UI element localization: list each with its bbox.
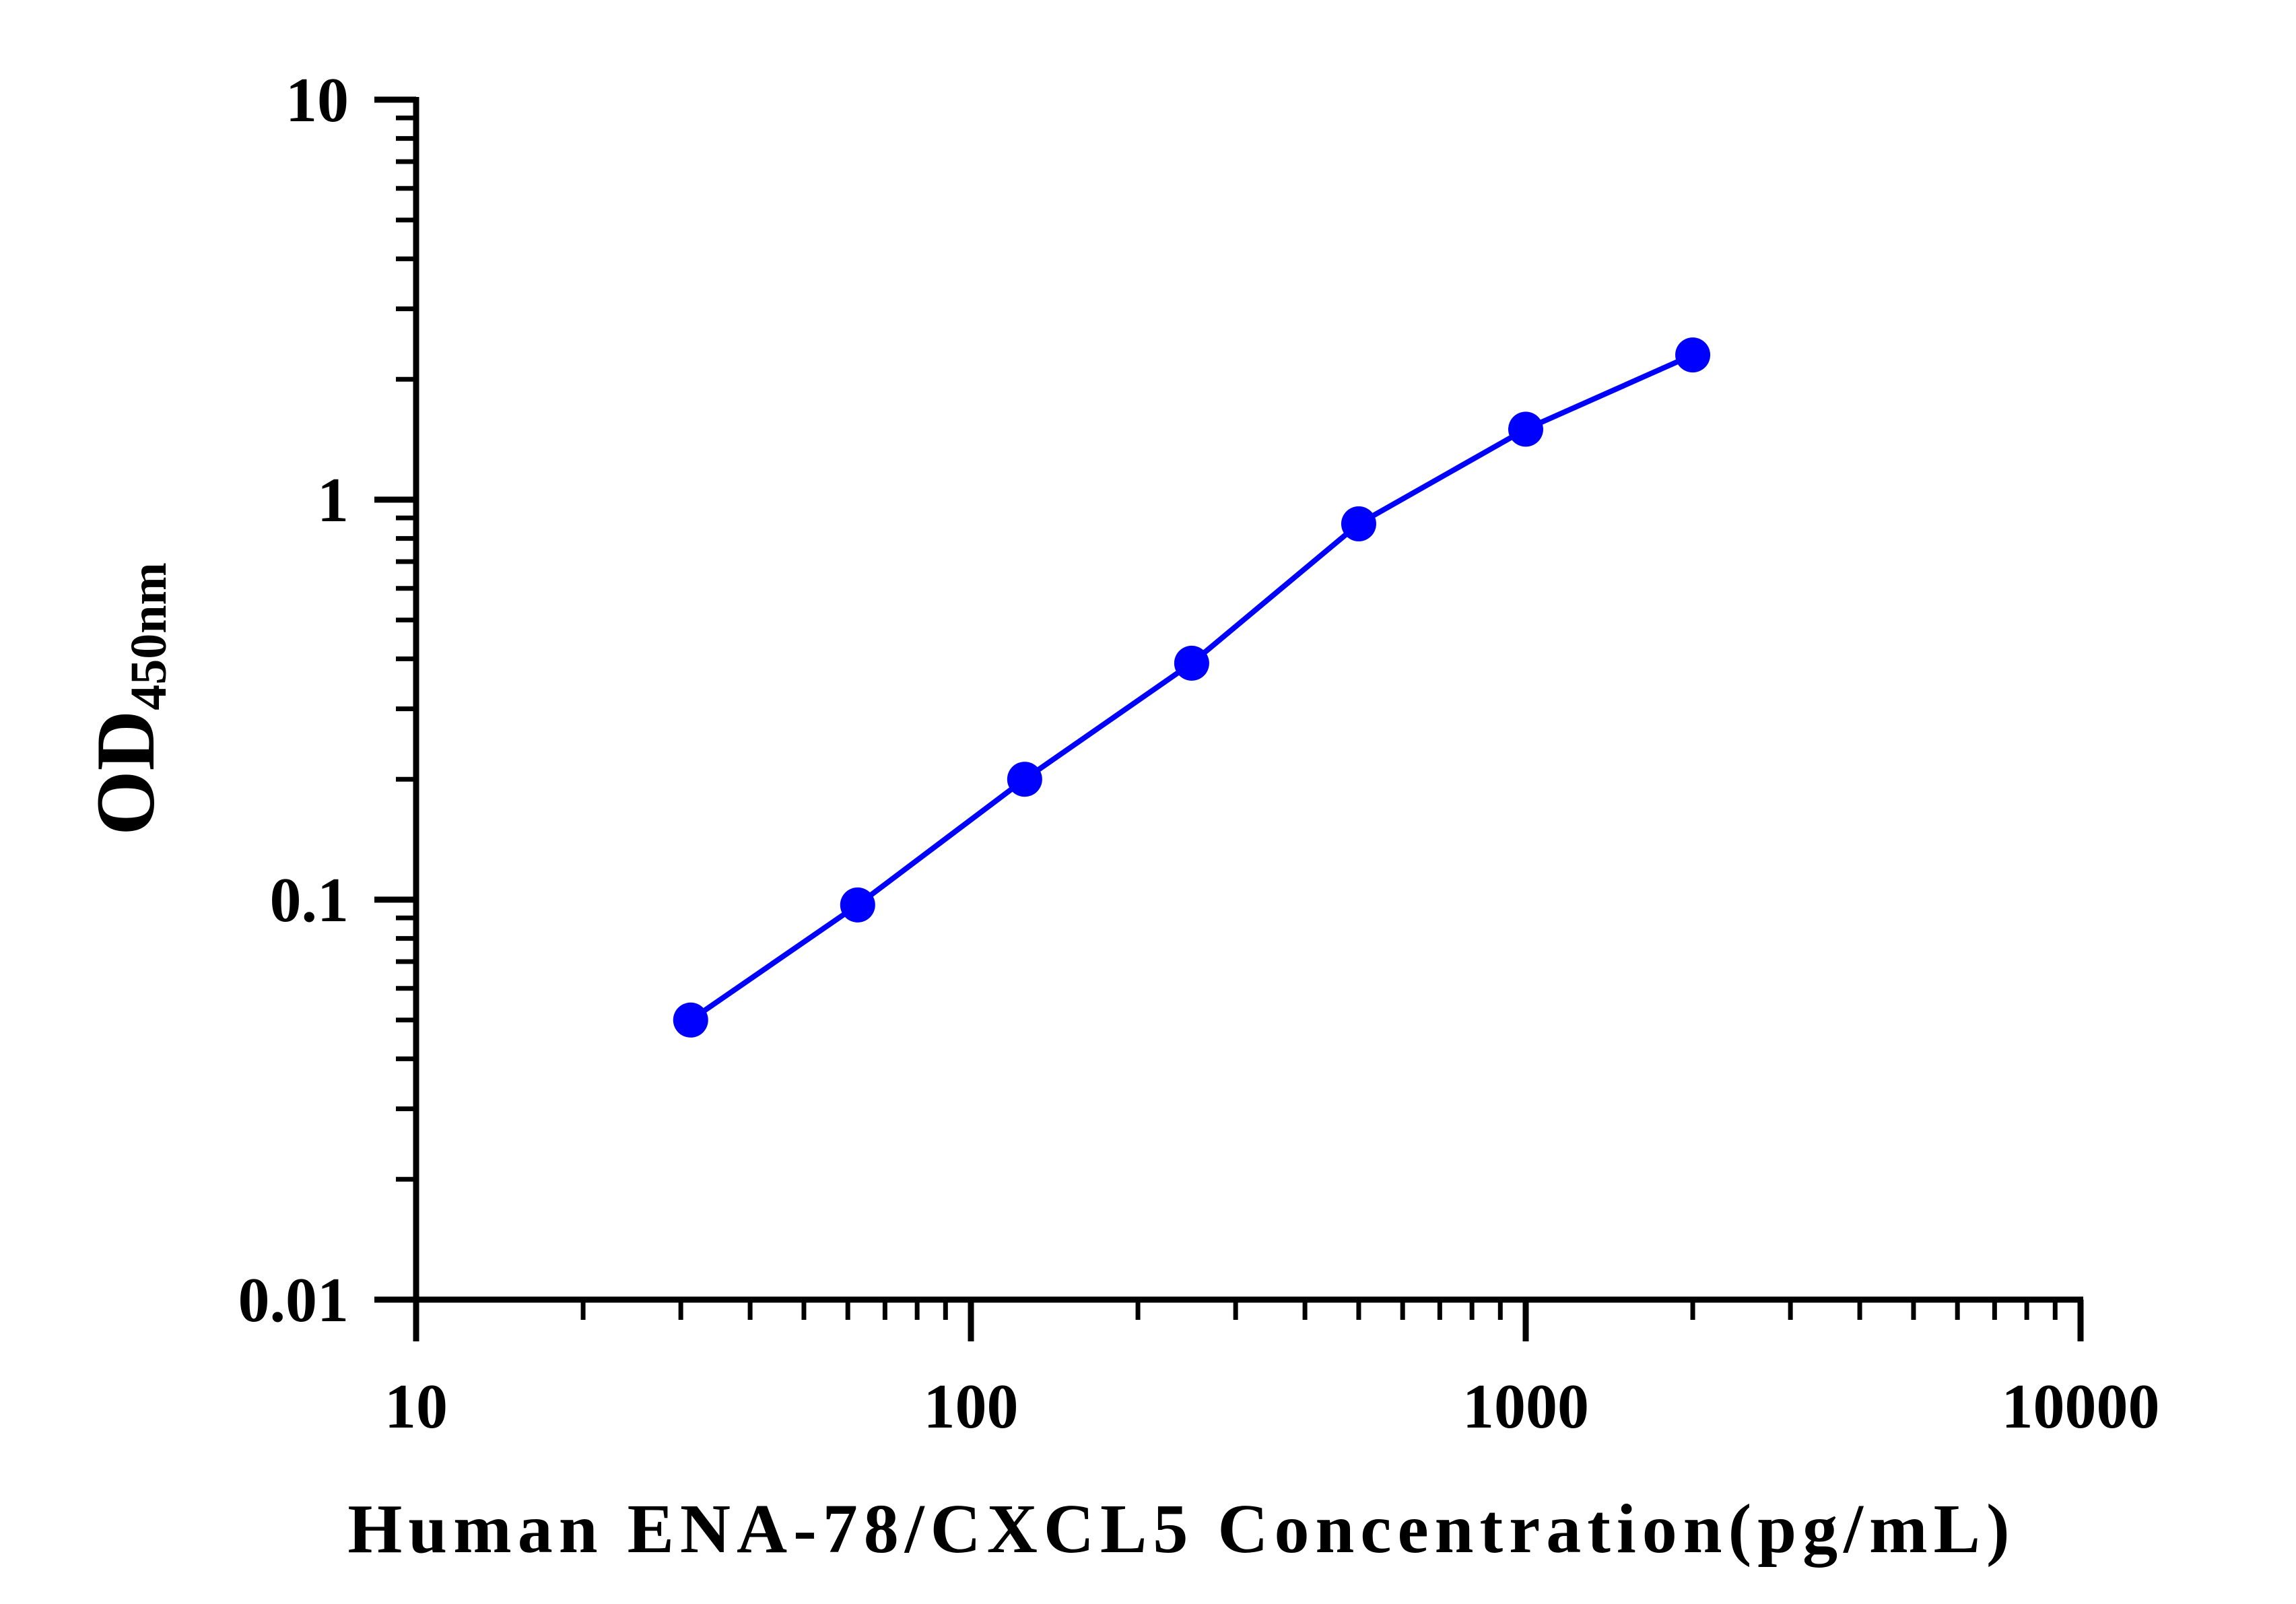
data-point	[840, 887, 875, 923]
y-axis-title-main: OD	[79, 710, 172, 836]
x-axis: 10 100 1000 10000	[384, 1296, 2160, 1442]
series-point-layer	[673, 337, 1711, 1038]
y-tick-label: 10	[285, 65, 349, 135]
data-point	[1007, 762, 1042, 797]
series-line-layer	[689, 352, 1694, 1023]
data-point	[1508, 411, 1543, 447]
data-point	[1675, 337, 1711, 373]
series-line	[689, 352, 1694, 1023]
x-tick-label: 10000	[2002, 1372, 2160, 1442]
x-tick-label: 100	[924, 1372, 1019, 1442]
x-tick-label: 1000	[1462, 1372, 1589, 1442]
x-tick-label: 10	[384, 1372, 448, 1442]
data-point	[673, 1002, 708, 1038]
y-axis-title: OD450nm	[79, 562, 177, 836]
data-point	[1341, 506, 1376, 541]
y-tick-label: 0.01	[238, 1265, 349, 1335]
y-tick-label: 1	[317, 465, 349, 535]
y-tick-label: 0.1	[270, 865, 349, 935]
y-axis: 0.01 0.1 1 10	[238, 65, 419, 1335]
x-axis-title: Human ENA-78/CXCL5 Concentration(pg/mL)	[347, 1490, 2015, 1568]
y-axis-title-subscript: 450nm	[121, 562, 177, 710]
data-point	[1174, 645, 1209, 681]
